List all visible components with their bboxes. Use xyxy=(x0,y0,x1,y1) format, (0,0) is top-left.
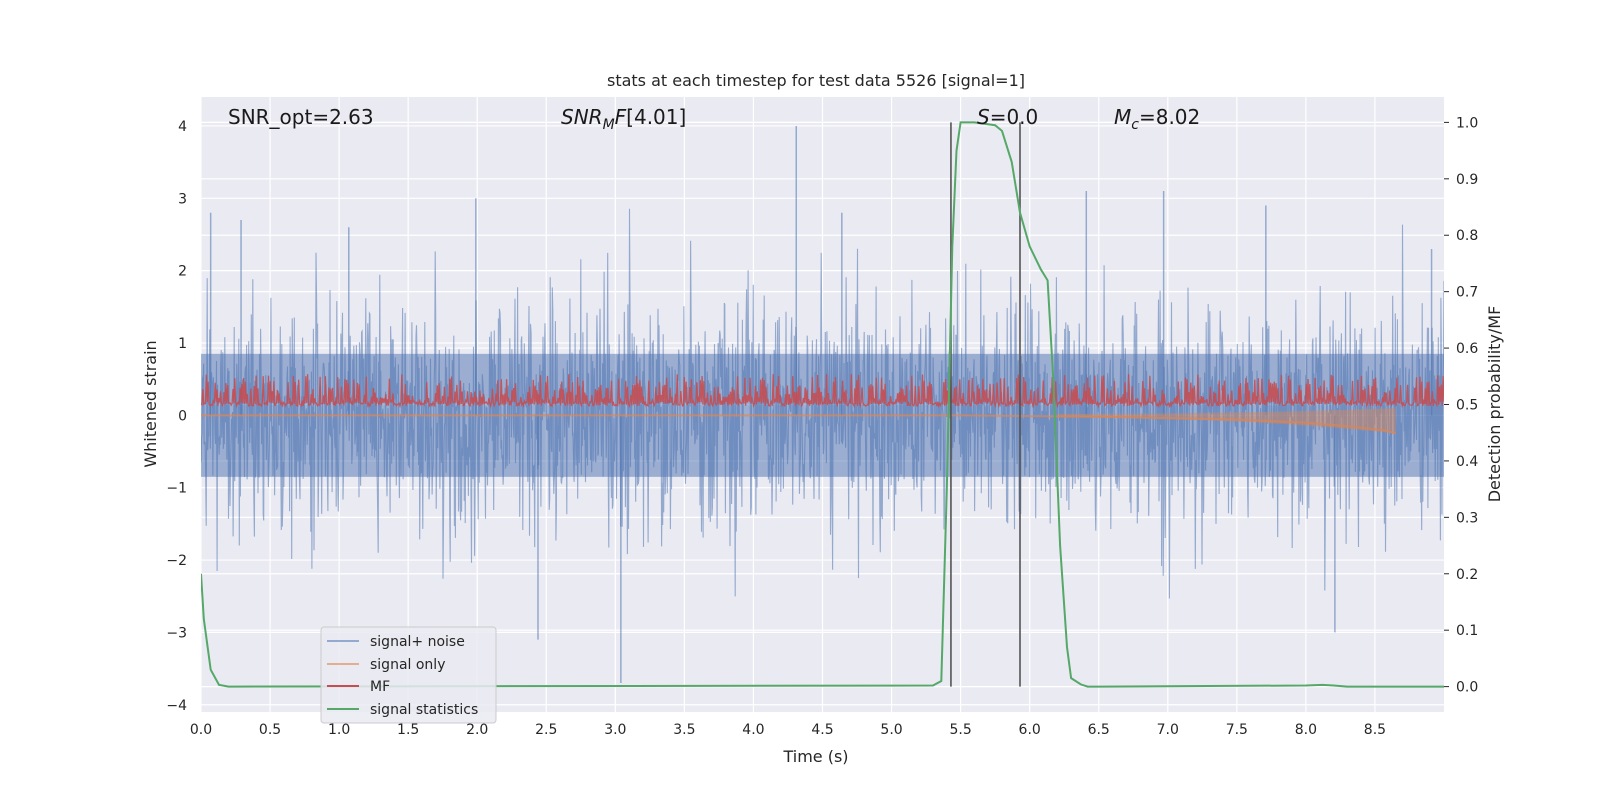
y2-axis-ticks: 1.0 0.9 0.8 0.7 0.6 0.5 0.4 0.3 0.2 0.1 0.0 xyxy=(1444,115,1478,696)
annotation-mc: Mc=8.02 xyxy=(1114,105,1200,133)
y-tick-label: −4 xyxy=(166,698,187,714)
annotation-snr-mf: SNRMF[4.01] xyxy=(561,105,686,133)
x-axis-label: Time (s) xyxy=(782,747,848,766)
annotation-mc-value: =8.02 xyxy=(1139,105,1200,129)
y2-axis-label: Detection probability/MF xyxy=(1485,306,1504,503)
y2-tick-label: 0.0 xyxy=(1456,680,1478,696)
y-tick-label: −3 xyxy=(166,625,187,641)
vertical-markers xyxy=(950,122,1021,687)
y-tick-label: 3 xyxy=(178,191,187,207)
annotation-snr-opt: SNR_opt=2.63 xyxy=(228,105,374,129)
y-axis-label: Whitened strain xyxy=(141,340,160,467)
x-tick-label: 0.5 xyxy=(259,722,281,738)
x-tick-label: 1.5 xyxy=(397,722,419,738)
y2-tick-label: 0.1 xyxy=(1456,623,1478,639)
y2-tick-label: 0.6 xyxy=(1456,341,1478,357)
x-tick-label: 3.0 xyxy=(604,722,626,738)
x-tick-label: 8.5 xyxy=(1364,722,1386,738)
legend-label-signal-noise: signal+ noise xyxy=(370,634,465,650)
plot-content xyxy=(201,121,1444,688)
annotation-snr-mf-value: [4.01] xyxy=(626,105,686,129)
legend-label-mf: MF xyxy=(370,679,390,695)
y-tick-label: 2 xyxy=(178,264,187,280)
series-signal-only xyxy=(201,408,1396,435)
x-tick-label: 2.5 xyxy=(535,722,557,738)
x-tick-label: 4.0 xyxy=(742,722,764,738)
x-tick-label: 7.0 xyxy=(1157,722,1179,738)
y-axis-ticks: 4 3 2 1 0 −1 −2 −3 −4 xyxy=(166,119,187,714)
x-axis-ticks: 0.0 0.5 1.0 1.5 2.0 2.5 3.0 3.5 4.0 4.5 5.0 5.5 6.0 6… xyxy=(190,722,1386,738)
x-tick-label: 5.5 xyxy=(949,722,971,738)
signal-only-trace xyxy=(201,414,1396,435)
signal-statistics-line xyxy=(201,121,1444,688)
x-tick-label: 6.0 xyxy=(1019,722,1041,738)
y2-tick-label: 1.0 xyxy=(1456,115,1478,131)
y-tick-label: −1 xyxy=(166,481,187,497)
series-signal-statistics xyxy=(201,121,1444,688)
y2-tick-label: 0.3 xyxy=(1456,510,1478,526)
y-tick-label: 1 xyxy=(178,336,187,352)
legend-label-signal-only: signal only xyxy=(370,657,445,673)
x-tick-label: 7.5 xyxy=(1226,722,1248,738)
chart-title: stats at each timestep for test data 552… xyxy=(607,71,1025,90)
y2-tick-label: 0.8 xyxy=(1456,228,1478,244)
x-tick-label: 3.5 xyxy=(673,722,695,738)
y2-tick-label: 0.5 xyxy=(1456,398,1478,414)
x-tick-label: 2.0 xyxy=(466,722,488,738)
x-tick-label: 1.0 xyxy=(328,722,350,738)
y-tick-label: −2 xyxy=(166,553,187,569)
signal-only-chirp xyxy=(1057,408,1396,434)
y-tick-label: 4 xyxy=(178,119,187,135)
series-mf xyxy=(201,374,1444,409)
legend-label-signal-statistics: signal statistics xyxy=(370,702,478,718)
mf-trace xyxy=(201,374,1444,409)
x-tick-label: 4.5 xyxy=(811,722,833,738)
y2-tick-label: 0.2 xyxy=(1456,567,1478,583)
legend-box xyxy=(320,626,497,724)
x-tick-label: 5.0 xyxy=(880,722,902,738)
y2-tick-label: 0.4 xyxy=(1456,454,1478,470)
y2-tick-label: 0.9 xyxy=(1456,172,1478,188)
x-tick-label: 0.0 xyxy=(190,722,212,738)
annotation-s-value: =0.0 xyxy=(990,105,1039,129)
legend: signal+ noise signal only MF signal stat… xyxy=(320,626,497,724)
annotation-s: S=0.0 xyxy=(977,105,1038,129)
y2-tick-label: 0.7 xyxy=(1456,285,1478,301)
x-tick-label: 8.0 xyxy=(1295,722,1317,738)
x-tick-label: 6.5 xyxy=(1088,722,1110,738)
y-tick-label: 0 xyxy=(178,408,187,424)
